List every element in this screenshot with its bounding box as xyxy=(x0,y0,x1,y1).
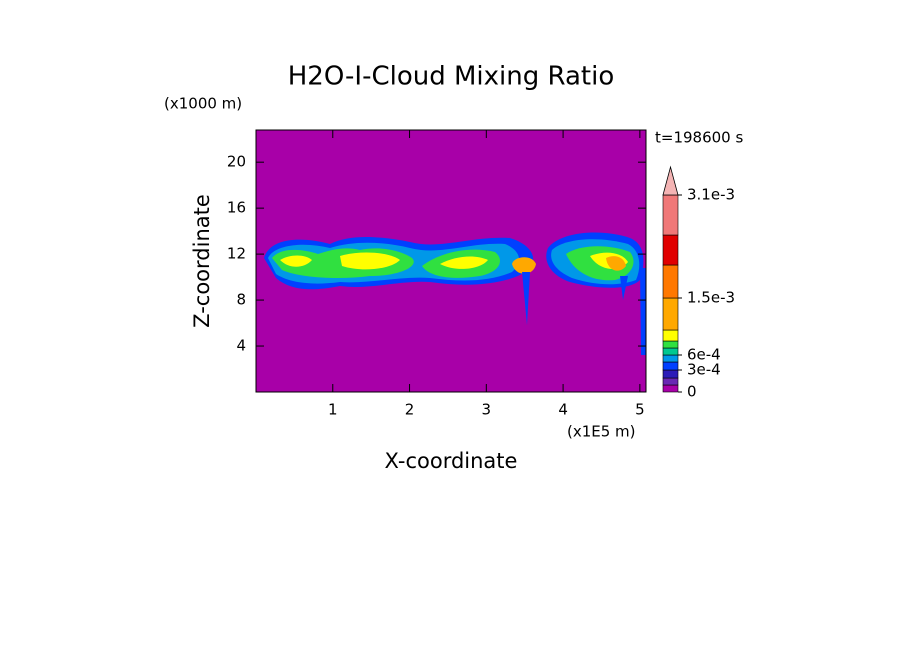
colorbar-tick-label: 1.5e-3 xyxy=(687,289,735,307)
contour-field xyxy=(256,130,646,392)
colorbar-band xyxy=(662,369,679,379)
cloud-contour xyxy=(522,272,530,325)
y-axis-label: Z-coordinate xyxy=(190,194,214,328)
x-tick-label: 1 xyxy=(328,401,338,419)
colorbar-band xyxy=(662,297,679,331)
y-tick-label: 20 xyxy=(227,153,246,171)
y-tick-label: 8 xyxy=(236,291,246,309)
y-tick-label: 12 xyxy=(227,245,246,263)
plot-frame xyxy=(255,129,647,393)
colorbar-band xyxy=(662,264,679,299)
x-axis-label: X-coordinate xyxy=(385,449,518,473)
x-tick-label: 3 xyxy=(482,401,492,419)
y-tick-label: 16 xyxy=(227,199,246,217)
x-tick-label: 2 xyxy=(405,401,415,419)
colorbar-extend xyxy=(662,165,679,196)
colorbar-band xyxy=(662,329,679,342)
x-tick-label: 4 xyxy=(558,401,568,419)
y-unit: (x1000 m) xyxy=(164,95,242,113)
colorbar-tick-label: 3e-4 xyxy=(687,361,721,379)
colorbar-tick-label: 3.1e-3 xyxy=(687,186,735,204)
colorbar-band xyxy=(662,377,679,386)
colorbar-band xyxy=(662,354,679,363)
colorbar-band xyxy=(662,234,679,266)
colorbar-band xyxy=(662,361,679,371)
colorbar-tick-label: 6e-4 xyxy=(687,346,721,364)
colorbar-band xyxy=(662,384,679,393)
cloud-contour xyxy=(620,276,628,300)
cloud-contour xyxy=(640,268,646,355)
cloud-contour xyxy=(512,257,536,274)
colorbar-tick-label: 0 xyxy=(687,383,697,401)
x-unit: (x1E5 m) xyxy=(567,423,636,441)
cloud-contour xyxy=(280,255,312,267)
colorbar-band xyxy=(662,347,679,356)
cloud-contour xyxy=(606,256,626,271)
cloud-contour xyxy=(340,252,400,270)
colorbar-band xyxy=(662,340,679,349)
time-label: t=198600 s xyxy=(655,129,743,147)
colorbar-band xyxy=(662,194,679,236)
y-tick-label: 4 xyxy=(236,337,246,355)
chart-title: H2O-I-Cloud Mixing Ratio xyxy=(288,62,615,92)
cloud-contour xyxy=(440,256,488,269)
x-tick-label: 5 xyxy=(635,401,645,419)
